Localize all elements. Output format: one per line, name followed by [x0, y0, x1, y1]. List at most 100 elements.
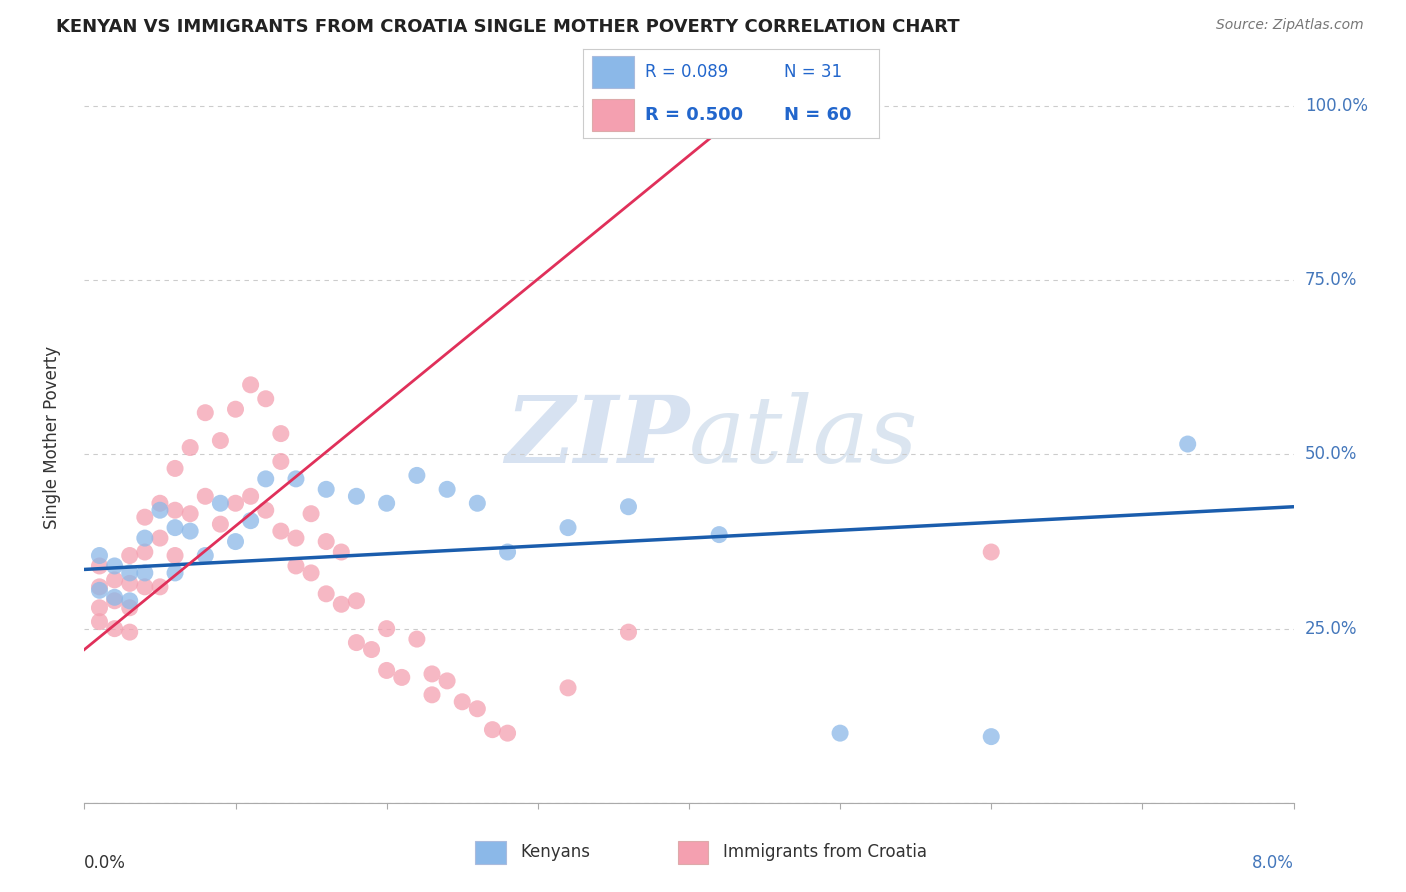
Point	[194, 549, 217, 563]
Point	[330, 597, 353, 611]
Text: R = 0.500: R = 0.500	[645, 106, 744, 124]
Point	[209, 496, 232, 510]
Text: 50.0%: 50.0%	[1305, 445, 1357, 464]
Point	[194, 406, 217, 420]
Point	[89, 580, 111, 594]
FancyBboxPatch shape	[592, 56, 634, 88]
Point	[346, 594, 368, 608]
Point	[375, 664, 398, 678]
Point	[375, 496, 398, 510]
Point	[194, 489, 217, 503]
Point	[330, 545, 353, 559]
Point	[134, 580, 156, 594]
Point	[1177, 437, 1199, 451]
Point	[420, 688, 443, 702]
Point	[165, 461, 187, 475]
Text: 25.0%: 25.0%	[1305, 620, 1357, 638]
Text: 100.0%: 100.0%	[1305, 97, 1368, 115]
FancyBboxPatch shape	[475, 841, 506, 864]
Text: 0.0%: 0.0%	[84, 854, 127, 872]
Point	[270, 524, 292, 538]
Text: Source: ZipAtlas.com: Source: ZipAtlas.com	[1216, 18, 1364, 32]
Point	[346, 489, 368, 503]
Point	[149, 531, 172, 545]
Point	[104, 622, 127, 636]
Y-axis label: Single Mother Poverty: Single Mother Poverty	[42, 345, 60, 529]
Point	[149, 580, 172, 594]
Point	[104, 591, 127, 605]
Point	[165, 521, 187, 535]
Point	[481, 723, 503, 737]
Point	[285, 558, 308, 573]
Point	[149, 503, 172, 517]
Point	[134, 545, 156, 559]
Point	[270, 426, 292, 441]
Text: ZIP: ZIP	[505, 392, 689, 482]
Point	[165, 549, 187, 563]
Point	[89, 615, 111, 629]
Point	[709, 527, 731, 541]
Point	[451, 695, 474, 709]
Point	[617, 625, 640, 640]
Point	[104, 573, 127, 587]
FancyBboxPatch shape	[592, 99, 634, 131]
Point	[89, 558, 111, 573]
Point	[239, 514, 262, 528]
Point	[315, 483, 337, 497]
Point	[118, 600, 141, 615]
Text: atlas: atlas	[689, 392, 918, 482]
Point	[239, 489, 262, 503]
Point	[375, 622, 398, 636]
Point	[299, 566, 322, 580]
Point	[980, 730, 1002, 744]
Point	[467, 496, 489, 510]
Point	[980, 545, 1002, 559]
Point	[165, 566, 187, 580]
Point	[149, 496, 172, 510]
Point	[285, 472, 308, 486]
Point	[179, 524, 201, 538]
Point	[118, 625, 141, 640]
Point	[315, 534, 337, 549]
Point	[118, 594, 141, 608]
Point	[467, 702, 489, 716]
Point	[104, 558, 127, 573]
Point	[270, 454, 292, 468]
Text: R = 0.089: R = 0.089	[645, 63, 728, 81]
Point	[118, 549, 141, 563]
Point	[104, 594, 127, 608]
Point	[165, 503, 187, 517]
Point	[179, 507, 201, 521]
Point	[118, 566, 141, 580]
Point	[89, 549, 111, 563]
Point	[225, 402, 247, 417]
Point	[239, 377, 262, 392]
Text: Kenyans: Kenyans	[520, 843, 591, 861]
Point	[179, 441, 201, 455]
Text: 75.0%: 75.0%	[1305, 271, 1357, 289]
Point	[134, 510, 156, 524]
Point	[225, 496, 247, 510]
Point	[617, 500, 640, 514]
Point	[360, 642, 382, 657]
Point	[254, 472, 277, 486]
FancyBboxPatch shape	[678, 841, 709, 864]
Point	[209, 434, 232, 448]
Text: N = 60: N = 60	[785, 106, 852, 124]
Point	[89, 583, 111, 598]
Point	[209, 517, 232, 532]
Point	[254, 503, 277, 517]
Point	[391, 670, 413, 684]
Point	[89, 600, 111, 615]
Point	[420, 667, 443, 681]
Point	[299, 507, 322, 521]
Point	[315, 587, 337, 601]
Text: Immigrants from Croatia: Immigrants from Croatia	[723, 843, 927, 861]
Point	[346, 635, 368, 649]
Point	[406, 632, 429, 646]
Point	[496, 726, 519, 740]
Point	[134, 566, 156, 580]
Point	[406, 468, 429, 483]
Point	[285, 531, 308, 545]
Text: 8.0%: 8.0%	[1251, 854, 1294, 872]
